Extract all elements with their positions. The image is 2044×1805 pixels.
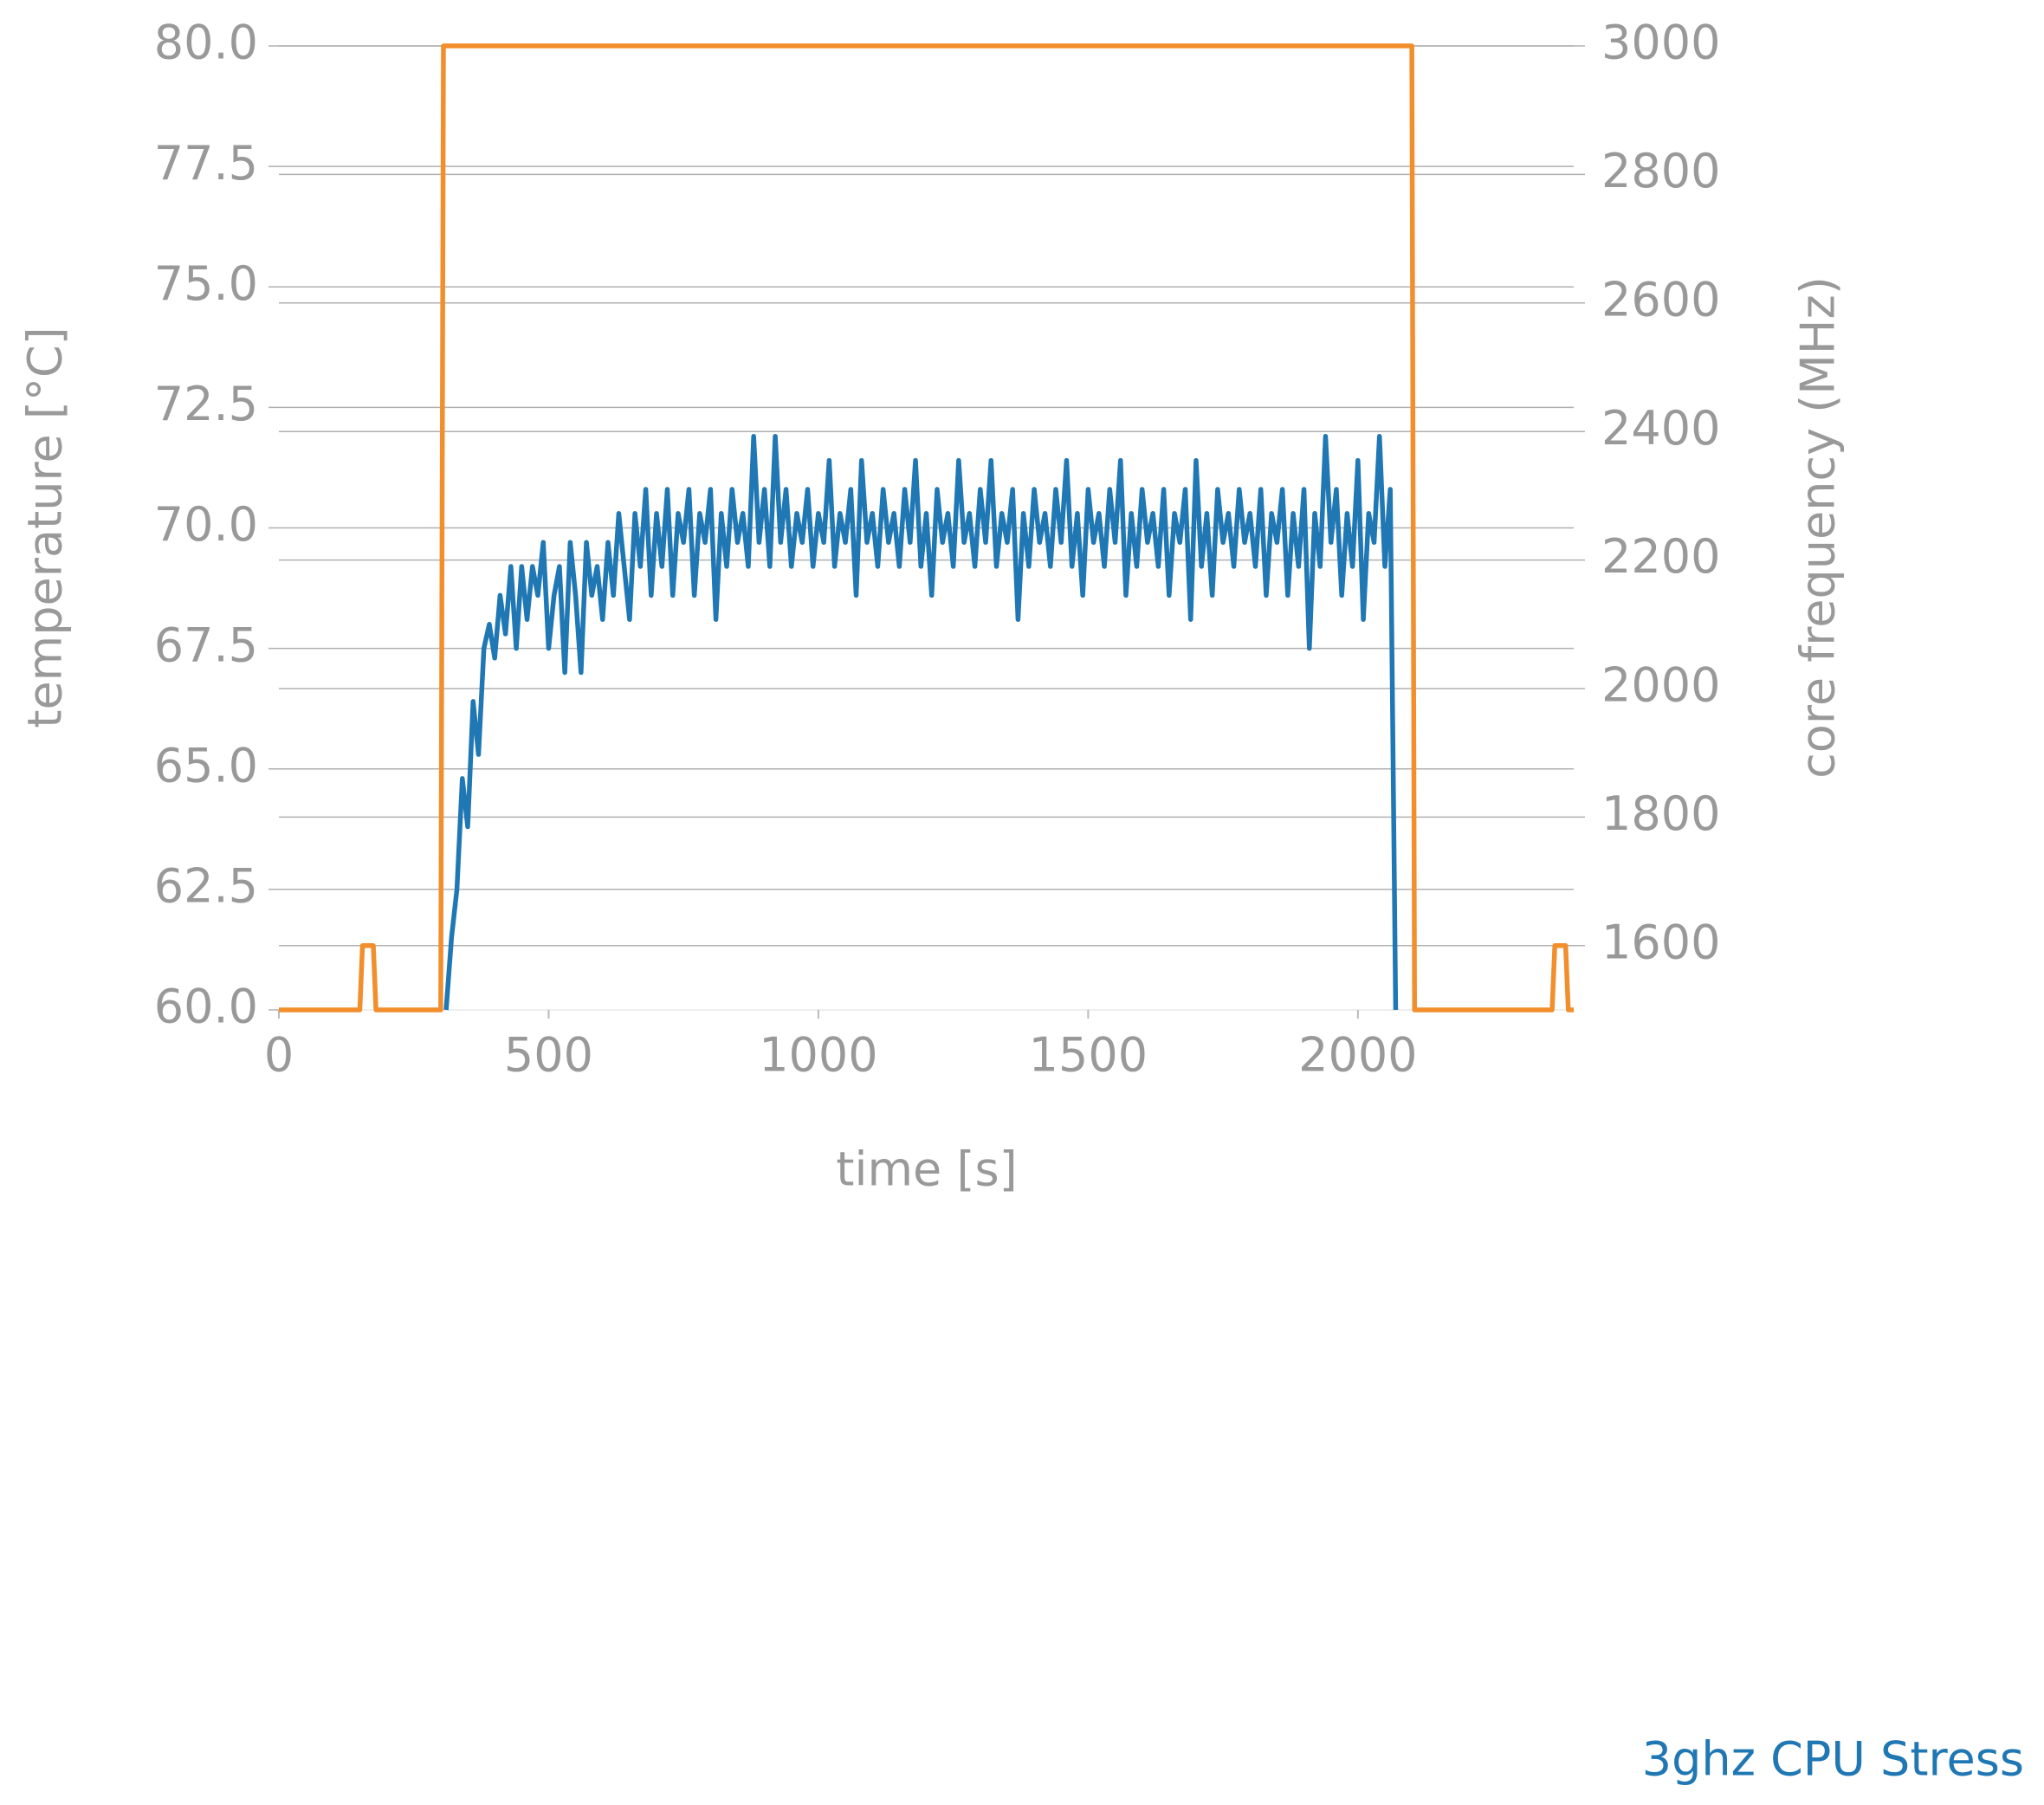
x-axis-label: time [s] [836, 1142, 1017, 1197]
y2-tick-label: 2400 [1601, 401, 1720, 456]
y-tick-label: 80.0 [154, 16, 258, 70]
x-tick-label: 0 [264, 1028, 294, 1083]
y2-axis-label: core frequency (MHz) [1791, 276, 1846, 779]
y-tick-label: 67.5 [154, 618, 258, 672]
x-tick-label: 1000 [759, 1028, 877, 1083]
y-tick-label: 60.0 [154, 980, 258, 1034]
y2-tick-label: 1600 [1601, 915, 1720, 969]
y-tick-label: 62.5 [154, 859, 258, 914]
y-axis-label: temperature [°C] [18, 327, 73, 728]
y-tick-label: 77.5 [154, 136, 258, 191]
x-tick-label: 1500 [1029, 1028, 1148, 1083]
line-series [443, 434, 1399, 1011]
line-series [279, 43, 1574, 1012]
y2-tick-label: 2200 [1601, 529, 1720, 584]
y2-tick-label: 2600 [1601, 272, 1720, 327]
x-tick-label: 2000 [1298, 1028, 1417, 1083]
x-tick-label: 500 [504, 1028, 593, 1083]
y-tick-label: 70.0 [154, 497, 258, 552]
chart-title: 3ghz CPU Stress [1642, 1732, 2024, 1787]
y2-tick-label: 2000 [1601, 658, 1720, 713]
y2-tick-label: 2800 [1601, 144, 1720, 198]
y-tick-label: 65.0 [154, 738, 258, 793]
y2-tick-label: 3000 [1601, 16, 1720, 70]
y-tick-label: 72.5 [154, 377, 258, 431]
y-tick-label: 75.0 [154, 256, 258, 311]
y2-tick-label: 1800 [1601, 786, 1720, 841]
